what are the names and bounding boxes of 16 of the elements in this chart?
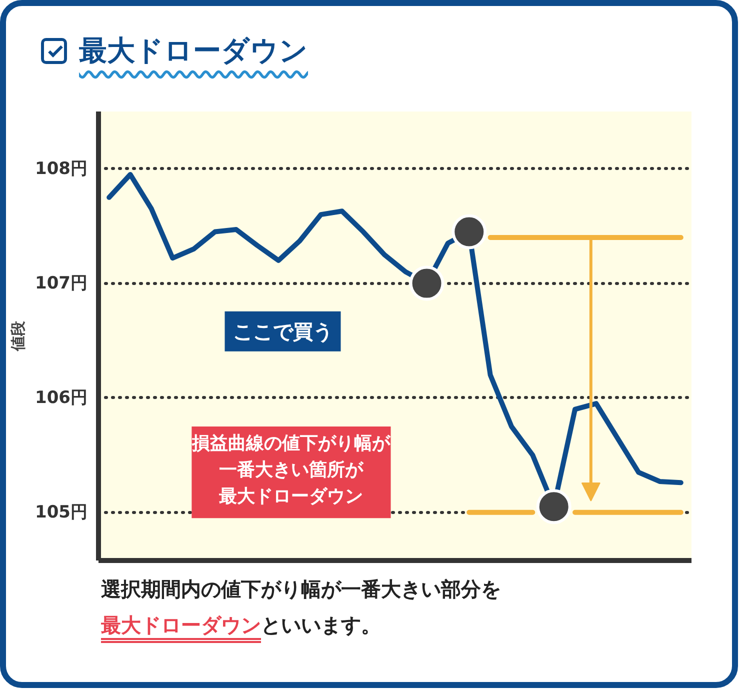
y-tick-label: 106円	[35, 388, 88, 408]
text: といいます。	[261, 613, 381, 637]
point	[536, 489, 572, 524]
point	[452, 214, 487, 250]
y-tick-label: 107円	[35, 273, 88, 294]
point	[409, 266, 444, 301]
text: 最大ドローダウン	[101, 613, 261, 637]
annotation: 損益曲線の値下がり幅が	[191, 433, 392, 454]
text: 選択期間内の値下がり幅が一番大きい部分を	[101, 577, 501, 601]
y-tick-label: 108円	[35, 158, 88, 179]
chart-title: 最大ドローダウン	[79, 33, 308, 69]
annotation: ここで買う	[232, 319, 333, 344]
y-axis-title: 値段	[9, 320, 28, 352]
y-tick-label: 105円	[35, 502, 88, 522]
annotation: 一番大きい箇所が	[219, 460, 364, 481]
annotation: 最大ドローダウン	[218, 486, 364, 507]
